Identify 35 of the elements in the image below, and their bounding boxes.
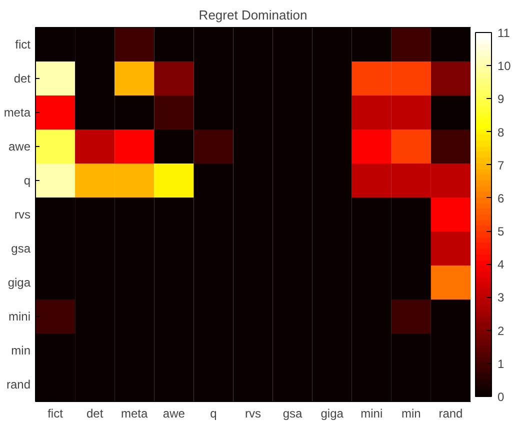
y-tick-label: min xyxy=(11,344,31,358)
color-bar-label: 5 xyxy=(498,224,504,239)
y-tick-label: det xyxy=(14,72,32,86)
x-tick-label: mini xyxy=(360,406,383,420)
x-tick-label: rvs xyxy=(245,406,261,420)
chart-title: Regret Domination xyxy=(198,8,308,22)
x-tick-label: giga xyxy=(320,406,344,420)
x-tick-label: rand xyxy=(438,406,463,420)
y-tick-label: mini xyxy=(8,310,31,324)
color-bar-label: 11 xyxy=(498,26,510,40)
y-tick-label: gsa xyxy=(11,242,31,256)
y-tick-label: rand xyxy=(6,378,31,392)
color-bar-label: 4 xyxy=(498,258,504,272)
color-bar-label: 6 xyxy=(498,191,504,206)
color-bar-label: 7 xyxy=(498,158,504,172)
x-tick-label: meta xyxy=(121,406,148,420)
color-bar-label: 0 xyxy=(498,390,504,404)
color-bar-label: 10 xyxy=(498,59,512,74)
y-tick-label: awe xyxy=(8,140,31,154)
color-bar-label: 3 xyxy=(498,290,504,305)
y-tick-label: meta xyxy=(4,106,31,120)
x-tick-label: awe xyxy=(162,406,186,420)
y-tick-label: rvs xyxy=(14,208,31,222)
x-tick-label: min xyxy=(402,406,421,420)
color-bar-label: 9 xyxy=(498,92,504,106)
color-bar-label: 8 xyxy=(498,125,504,140)
x-tick-label: q xyxy=(210,406,217,420)
x-tick-label: gsa xyxy=(282,406,303,420)
x-tick-label: det xyxy=(86,406,104,420)
y-tick-label: q xyxy=(24,174,31,188)
x-tick-label: fict xyxy=(48,406,64,420)
y-tick-label: fict xyxy=(15,38,32,52)
color-bar-label: 2 xyxy=(498,324,504,338)
color-bar-label: 1 xyxy=(498,356,504,371)
y-tick-label: giga xyxy=(8,276,31,290)
